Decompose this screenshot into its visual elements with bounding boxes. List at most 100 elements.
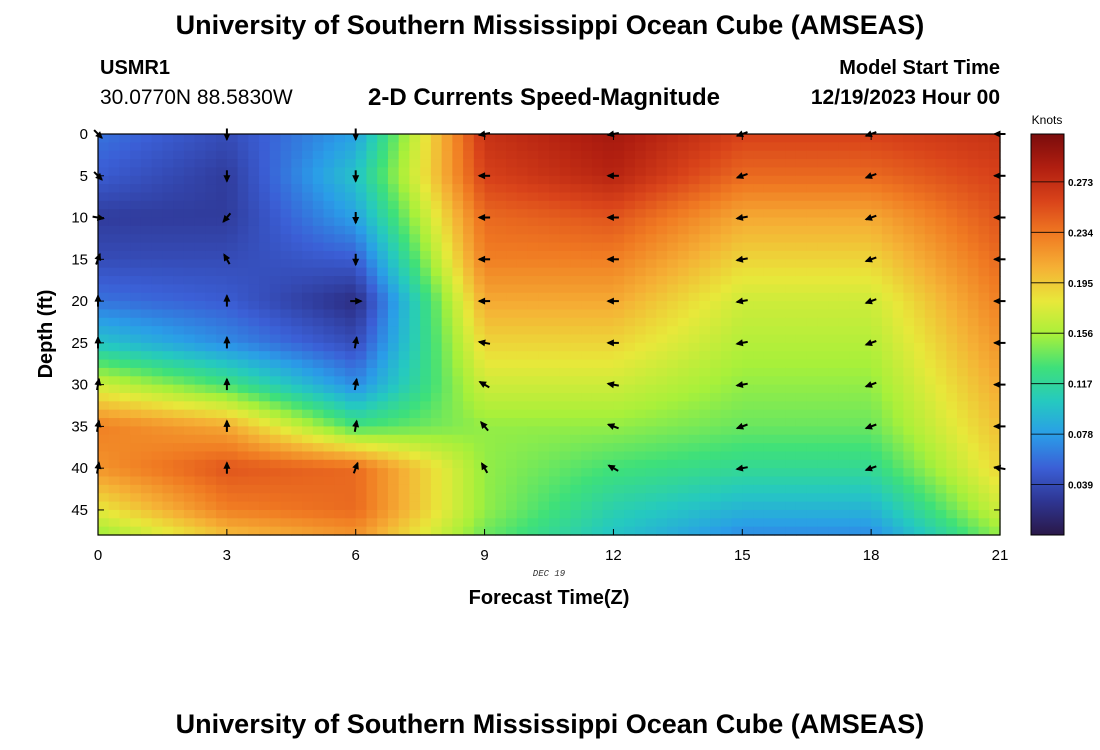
- heatmap-cell: [399, 502, 410, 511]
- heatmap-cell: [689, 259, 700, 268]
- heatmap-cell: [710, 510, 721, 519]
- heatmap-cell: [624, 393, 635, 402]
- heatmap-cell: [259, 502, 270, 511]
- heatmap-cell: [721, 376, 732, 385]
- heatmap-cell: [409, 151, 420, 160]
- heatmap-cell: [205, 326, 216, 335]
- heatmap-cell: [753, 243, 764, 252]
- heatmap-cell: [635, 226, 646, 235]
- heatmap-cell: [785, 435, 796, 444]
- heatmap-cell: [560, 477, 571, 486]
- heatmap-cell: [420, 451, 431, 460]
- heatmap-cell: [850, 410, 861, 419]
- heatmap-cell: [313, 293, 324, 302]
- heatmap-cell: [324, 493, 335, 502]
- heatmap-cell: [227, 276, 238, 285]
- heatmap-cell: [119, 167, 130, 176]
- heatmap-cell: [646, 293, 657, 302]
- heatmap-cell: [184, 360, 195, 369]
- heatmap-cell: [785, 510, 796, 519]
- heatmap-cell: [807, 234, 818, 243]
- heatmap-cell: [882, 451, 893, 460]
- heatmap-cell: [581, 243, 592, 252]
- heatmap-cell: [936, 301, 947, 310]
- heatmap-cell: [807, 326, 818, 335]
- heatmap-cell: [721, 301, 732, 310]
- heatmap-cell: [141, 176, 152, 185]
- heatmap-cell: [689, 284, 700, 293]
- heatmap-cell: [603, 451, 614, 460]
- heatmap-cell: [162, 218, 173, 227]
- heatmap-cell: [689, 209, 700, 218]
- heatmap-cell: [560, 351, 571, 360]
- heatmap-cell: [345, 351, 356, 360]
- heatmap-cell: [796, 368, 807, 377]
- heatmap-cell: [871, 142, 882, 151]
- heatmap-cell: [119, 393, 130, 402]
- heatmap-cell: [495, 218, 506, 227]
- heatmap-cell: [785, 176, 796, 185]
- heatmap-cell: [893, 151, 904, 160]
- heatmap-cell: [270, 426, 281, 435]
- heatmap-cell: [817, 460, 828, 469]
- heatmap-cell: [721, 134, 732, 143]
- heatmap-cell: [270, 527, 281, 536]
- heatmap-cell: [130, 301, 141, 310]
- heatmap-cell: [946, 376, 957, 385]
- heatmap-cell: [839, 209, 850, 218]
- heatmap-cell: [678, 318, 689, 327]
- heatmap-cell: [796, 343, 807, 352]
- heatmap-cell: [570, 451, 581, 460]
- heatmap-cell: [152, 502, 163, 511]
- heatmap-cell: [238, 326, 249, 335]
- heatmap-cell: [538, 502, 549, 511]
- heatmap-cell: [442, 134, 453, 143]
- heatmap-cell: [796, 410, 807, 419]
- heatmap-cell: [452, 351, 463, 360]
- heatmap-cell: [635, 151, 646, 160]
- heatmap-cell: [957, 218, 968, 227]
- heatmap-cell: [871, 218, 882, 227]
- heatmap-cell: [227, 368, 238, 377]
- heatmap-cell: [109, 418, 120, 427]
- heatmap-cell: [903, 167, 914, 176]
- heatmap-cell: [324, 134, 335, 143]
- heatmap-cell: [495, 426, 506, 435]
- heatmap-cell: [721, 293, 732, 302]
- heatmap-cell: [699, 443, 710, 452]
- heatmap-cell: [742, 276, 753, 285]
- heatmap-cell: [860, 368, 871, 377]
- heatmap-cell: [635, 460, 646, 469]
- heatmap-cell: [485, 518, 496, 527]
- heatmap-cell: [259, 518, 270, 527]
- heatmap-cell: [485, 151, 496, 160]
- heatmap-cell: [968, 468, 979, 477]
- heatmap-cell: [431, 401, 442, 410]
- heatmap-cell: [291, 293, 302, 302]
- heatmap-cell: [699, 234, 710, 243]
- heatmap-cell: [216, 159, 227, 168]
- heatmap-cell: [98, 184, 109, 193]
- heatmap-cell: [914, 443, 925, 452]
- heatmap-cell: [721, 335, 732, 344]
- heatmap-cell: [259, 151, 270, 160]
- heatmap-cell: [216, 301, 227, 310]
- x-tick-label: 15: [734, 547, 751, 564]
- heatmap-cell: [603, 477, 614, 486]
- heatmap-cell: [828, 176, 839, 185]
- heatmap-cell: [689, 493, 700, 502]
- heatmap-cell: [98, 301, 109, 310]
- heatmap-cell: [678, 134, 689, 143]
- heatmap-cell: [173, 218, 184, 227]
- heatmap-cell: [324, 167, 335, 176]
- heatmap-cell: [936, 493, 947, 502]
- heatmap-cell: [313, 502, 324, 511]
- heatmap-cell: [828, 184, 839, 193]
- heatmap-cell: [925, 527, 936, 536]
- heatmap-cell: [592, 351, 603, 360]
- heatmap-cell: [409, 393, 420, 402]
- heatmap-cell: [903, 360, 914, 369]
- heatmap-cell: [152, 209, 163, 218]
- heatmap-cell: [313, 318, 324, 327]
- heatmap-cell: [130, 510, 141, 519]
